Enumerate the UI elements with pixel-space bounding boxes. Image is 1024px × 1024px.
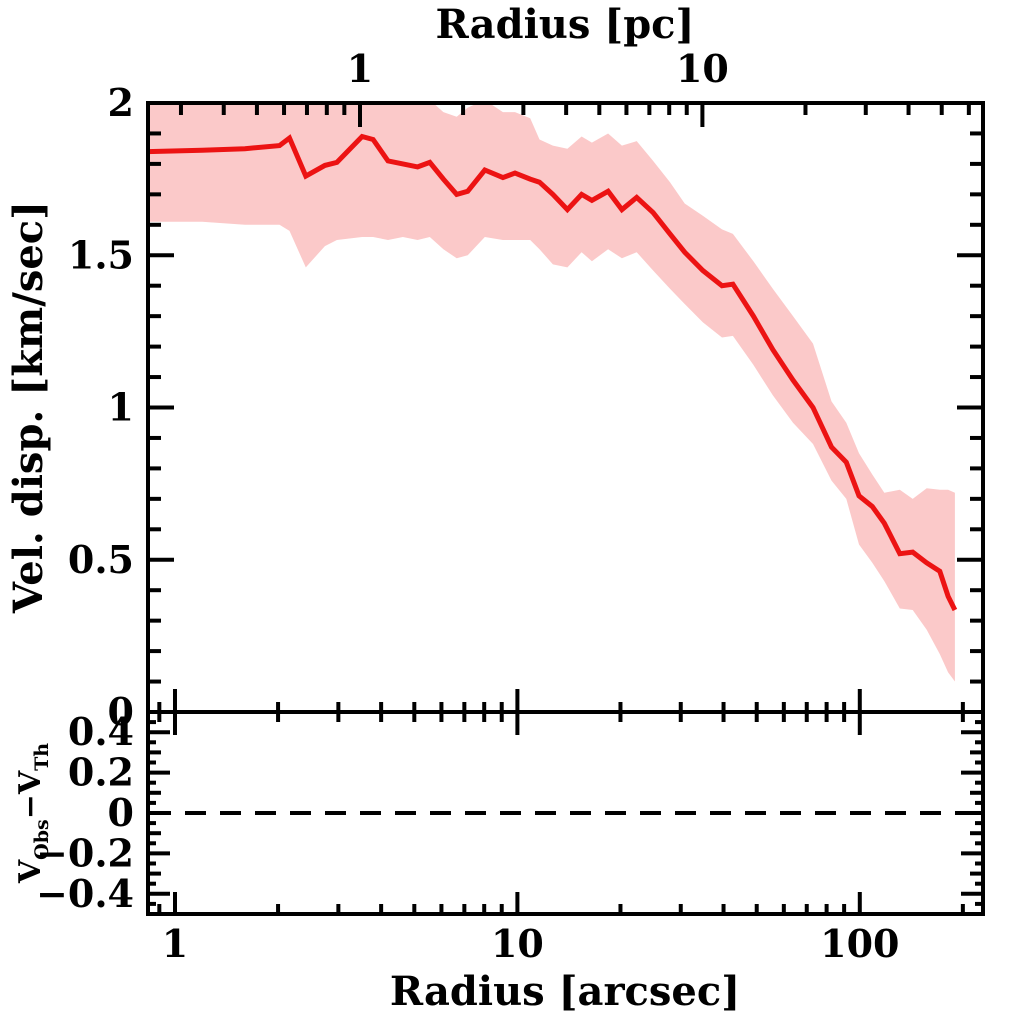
top-pc-tick-label: 1 bbox=[347, 46, 373, 91]
y-main-tick-label: 1.5 bbox=[68, 232, 134, 277]
y-main-tick-label: 1 bbox=[108, 385, 134, 430]
residual-y-axis-title: VObs−VTh bbox=[13, 743, 53, 884]
y-residual-tick-label: −0.4 bbox=[36, 871, 134, 916]
y-residual-tick-label: 0 bbox=[108, 790, 134, 835]
y-main-tick-label: 2 bbox=[108, 80, 134, 125]
y-residual-tick-label: 0.4 bbox=[68, 709, 134, 754]
bottom-axis-title: Radius [arcsec] bbox=[390, 968, 740, 1015]
y-residual-tick-label: −0.2 bbox=[36, 830, 134, 875]
axis-ticks bbox=[148, 103, 983, 914]
y-main-tick-label: 0 bbox=[108, 689, 134, 734]
residual-title-minus-v-th: −V bbox=[13, 770, 48, 819]
uncertainty-band bbox=[148, 103, 955, 682]
x-tick-label: 1 bbox=[162, 921, 188, 966]
top-pc-tick-label: 10 bbox=[676, 46, 729, 91]
top-axis-title: Radius [pc] bbox=[436, 1, 695, 48]
y-residual-tick-label: 0.2 bbox=[68, 750, 134, 795]
residual-title-sub-obs: Obs bbox=[31, 819, 53, 860]
residual-title-v-obs: V bbox=[13, 859, 48, 884]
x-tick-label: 10 bbox=[491, 921, 544, 966]
y-main-tick-label: 0.5 bbox=[68, 537, 134, 582]
x-tick-label: 100 bbox=[820, 921, 899, 966]
residual-title-sub-th: Th bbox=[31, 743, 53, 771]
velocity-dispersion-line bbox=[148, 133, 958, 612]
main-y-axis-title: Vel. disp. [km/sec] bbox=[5, 201, 52, 614]
